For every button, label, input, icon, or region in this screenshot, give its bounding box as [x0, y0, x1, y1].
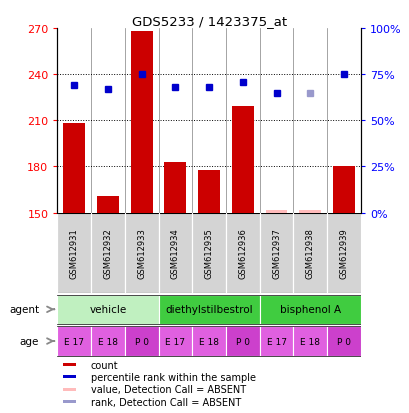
Text: diethylstilbestrol: diethylstilbestrol: [165, 304, 252, 315]
Text: agent: agent: [9, 304, 39, 315]
Bar: [231, 107, 253, 213]
Text: GSM612931: GSM612931: [70, 228, 79, 279]
Text: GSM612934: GSM612934: [171, 228, 180, 279]
Text: E 17: E 17: [266, 337, 286, 346]
Bar: [130, 32, 152, 213]
Text: GSM612937: GSM612937: [271, 228, 280, 279]
Text: GSM612939: GSM612939: [339, 228, 348, 279]
Bar: [164, 162, 186, 213]
Bar: [63, 388, 76, 391]
Text: age: age: [20, 336, 39, 346]
Bar: [63, 363, 76, 366]
Bar: [225, 213, 259, 294]
Bar: [326, 326, 360, 356]
Bar: [97, 196, 119, 213]
Text: GSM612933: GSM612933: [137, 228, 146, 279]
Bar: [63, 124, 85, 213]
Bar: [63, 400, 76, 403]
Text: E 18: E 18: [299, 337, 319, 346]
Bar: [293, 326, 326, 356]
Bar: [293, 213, 326, 294]
Bar: [158, 295, 259, 324]
Bar: [265, 210, 287, 213]
Bar: [259, 295, 360, 324]
Text: E 17: E 17: [165, 337, 185, 346]
Bar: [326, 213, 360, 294]
Text: value, Detection Call = ABSENT: value, Detection Call = ABSENT: [90, 384, 245, 394]
Text: E 18: E 18: [98, 337, 118, 346]
Bar: [91, 326, 124, 356]
Text: rank, Detection Call = ABSENT: rank, Detection Call = ABSENT: [90, 396, 240, 407]
Text: bisphenol A: bisphenol A: [279, 304, 340, 315]
Text: GSM612932: GSM612932: [103, 228, 112, 279]
Bar: [158, 326, 192, 356]
Text: P 0: P 0: [134, 337, 148, 346]
Bar: [124, 326, 158, 356]
Bar: [192, 213, 225, 294]
Text: E 18: E 18: [199, 337, 218, 346]
Bar: [158, 213, 192, 294]
Bar: [198, 170, 220, 213]
Bar: [57, 326, 91, 356]
Text: count: count: [90, 360, 118, 370]
Title: GDS5233 / 1423375_at: GDS5233 / 1423375_at: [131, 15, 286, 28]
Bar: [57, 213, 91, 294]
Bar: [192, 326, 225, 356]
Text: GSM612936: GSM612936: [238, 228, 247, 279]
Bar: [63, 375, 76, 378]
Bar: [259, 326, 293, 356]
Text: percentile rank within the sample: percentile rank within the sample: [90, 372, 255, 382]
Text: P 0: P 0: [336, 337, 350, 346]
Text: vehicle: vehicle: [89, 304, 126, 315]
Bar: [225, 326, 259, 356]
Bar: [299, 210, 320, 213]
Bar: [57, 295, 158, 324]
Text: GSM612935: GSM612935: [204, 228, 213, 279]
Text: E 17: E 17: [64, 337, 84, 346]
Bar: [332, 167, 354, 213]
Text: P 0: P 0: [235, 337, 249, 346]
Bar: [91, 213, 124, 294]
Bar: [259, 213, 293, 294]
Text: GSM612938: GSM612938: [305, 228, 314, 279]
Bar: [124, 213, 158, 294]
